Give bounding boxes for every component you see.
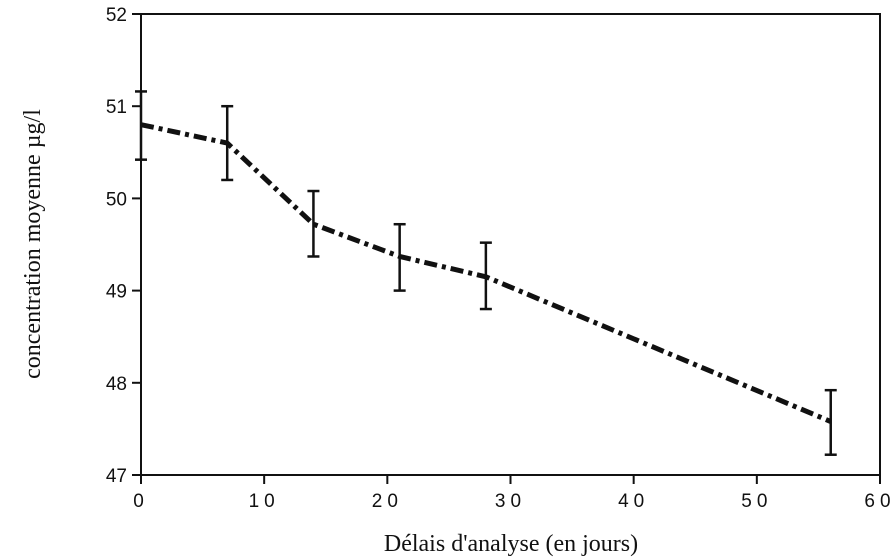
y-axis: 47 48 49 50 51 52 [106,5,141,487]
x-tick-label: 10 [249,491,280,512]
x-tick-label: 60 [864,491,893,512]
plot-frame [140,13,881,476]
plot-area [140,13,881,476]
x-axis: 0 10 20 30 40 50 60 [133,475,893,512]
y-axis-label: concentration moyenne µg/l [20,109,46,379]
y-tick-label: 51 [106,97,127,118]
x-tick-label: 20 [372,491,403,512]
y-tick-label: 52 [106,5,127,26]
x-axis-label: Délais d'analyse (en jours) [384,531,638,557]
y-tick-label: 50 [106,189,127,210]
error-bar [307,189,320,258]
y-tick-label: 47 [106,466,127,487]
y-tick-label: 49 [106,282,127,303]
series-line [140,122,832,424]
x-tick-label: 50 [741,491,772,512]
error-bars [135,90,837,456]
x-tick-label: 40 [618,491,649,512]
error-bar [824,388,837,456]
x-tick-label: 30 [495,491,526,512]
x-tick-label: 0 [133,491,149,512]
data-series [140,122,832,424]
y-tick-label: 48 [106,374,127,395]
